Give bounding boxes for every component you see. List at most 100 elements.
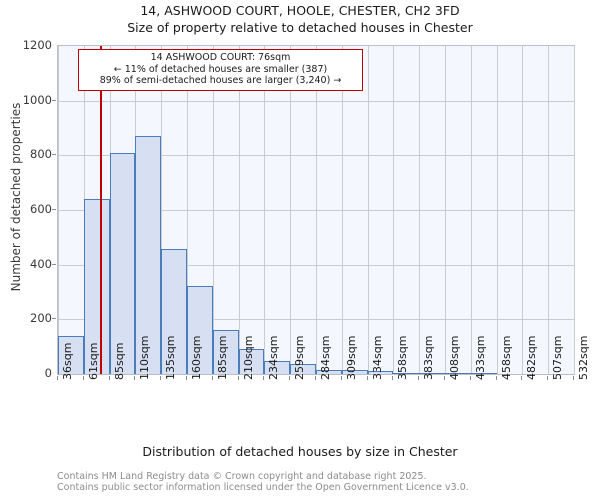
title-block: 14, ASHWOOD COURT, HOOLE, CHESTER, CH2 3… (0, 2, 600, 36)
gridline-vertical (316, 46, 317, 374)
x-tick-label: 160sqm (190, 335, 203, 380)
gridline-vertical (264, 46, 266, 374)
x-tick-label: 36sqm (61, 342, 74, 380)
y-axis: Number of detached properties 0 200 400 600… (0, 0, 56, 500)
x-tick-label: 185sqm (215, 335, 229, 380)
gridline-vertical (187, 46, 188, 374)
x-tick-label: 383sqm (422, 335, 436, 380)
gridline-horizontal (58, 374, 574, 375)
gridline-vertical (341, 46, 343, 374)
gridline-vertical (470, 46, 472, 374)
gridline-vertical (212, 46, 214, 374)
x-tick-mark (392, 376, 394, 380)
x-tick-mark (237, 376, 239, 380)
y-tick-label: 1000 (22, 92, 52, 107)
bar (187, 286, 213, 374)
x-tick-label: 259sqm (293, 335, 307, 380)
plot-area: 14 ASHWOOD COURT: 76sqm ← 11% of detache… (57, 45, 575, 375)
chart-subtitle: Size of property relative to detached ho… (127, 20, 473, 35)
x-tick-mark (469, 376, 471, 380)
gridline-vertical (367, 46, 369, 374)
x-tick-mark (521, 376, 523, 380)
x-tick-mark (366, 376, 368, 380)
x-tick-label: 358sqm (396, 335, 410, 380)
gridline-vertical (393, 46, 395, 374)
bar (393, 372, 420, 374)
x-tick-label: 408sqm (448, 335, 461, 380)
bar (470, 373, 497, 374)
y-tick-mark (52, 154, 56, 156)
x-tick-label: 458sqm (499, 335, 513, 380)
x-tick-mark (340, 376, 342, 380)
x-tick-mark (547, 376, 549, 380)
bar (316, 369, 342, 374)
x-tick-label: 482sqm (525, 335, 539, 380)
x-tick-label: 433sqm (473, 335, 487, 380)
y-tick-mark (52, 209, 56, 210)
gridline-vertical (445, 46, 446, 374)
x-tick-label: 135sqm (164, 335, 178, 380)
footer-line-2: Contains public sector information licen… (57, 482, 469, 493)
x-tick-mark (573, 376, 574, 380)
footer-attribution: Contains HM Land Registry data © Crown c… (57, 471, 597, 493)
annotation-line-2: ← 11% of detached houses are smaller (38… (113, 63, 328, 75)
y-tick-label: 200 (30, 311, 52, 326)
x-tick-label: 61sqm (86, 342, 100, 380)
gridline-vertical (548, 46, 550, 374)
x-tick-mark (186, 376, 187, 380)
gridline-vertical (238, 46, 240, 374)
gridline-vertical (419, 46, 421, 374)
bar (212, 330, 239, 374)
x-tick-mark (108, 376, 110, 380)
x-tick-mark (57, 376, 58, 380)
x-tick-label: 210sqm (241, 335, 255, 380)
gridline-vertical (290, 46, 292, 374)
bar (58, 335, 84, 374)
bar (341, 369, 368, 374)
x-tick-mark (211, 376, 213, 380)
gridline-vertical (574, 46, 575, 374)
x-tick-mark (160, 376, 162, 380)
annotation-line-3: 89% of semi-detached houses are larger (… (99, 75, 342, 86)
y-tick-label: 800 (30, 147, 52, 162)
bar (264, 360, 291, 374)
x-tick-label: 284sqm (319, 335, 332, 380)
y-tick-label: 600 (30, 202, 52, 216)
x-tick-mark (495, 376, 497, 380)
gridline-vertical (161, 46, 163, 374)
x-tick-mark (263, 376, 265, 380)
x-tick-label: 532sqm (577, 335, 590, 380)
x-axis-title: Distribution of detached houses by size … (142, 444, 458, 459)
y-tick-label: 1200 (22, 38, 52, 52)
property-marker-line (99, 46, 102, 374)
bar (419, 373, 445, 374)
y-tick-mark (52, 99, 56, 101)
y-tick-mark (52, 318, 56, 320)
y-tick-label: 0 (44, 366, 52, 380)
gridline-vertical (496, 46, 498, 374)
bar (109, 152, 136, 374)
bar (83, 199, 110, 374)
bar (367, 370, 394, 374)
page-title: 14, ASHWOOD COURT, HOOLE, CHESTER, CH2 3… (140, 3, 460, 18)
x-tick-label: 234sqm (267, 335, 281, 380)
x-tick-label: 507sqm (551, 335, 565, 380)
annotation-callout: 14 ASHWOOD COURT: 76sqm ← 11% of detache… (78, 49, 363, 91)
y-tick-label: 400 (30, 256, 52, 271)
gridline-vertical (58, 46, 59, 374)
annotation-line-1: 14 ASHWOOD COURT: 76sqm (150, 52, 291, 63)
x-tick-mark (444, 376, 445, 380)
y-axis-title: Number of detached properties (9, 102, 23, 292)
y-tick-mark (52, 263, 56, 265)
x-tick-label: 334sqm (370, 335, 384, 380)
bar (445, 373, 471, 374)
gridline-vertical (522, 46, 524, 374)
x-tick-label: 309sqm (344, 335, 358, 380)
x-tick-mark (289, 376, 291, 380)
x-tick-mark (315, 376, 316, 380)
bar (290, 363, 316, 374)
x-tick-label: 110sqm (138, 335, 152, 380)
x-tick-mark (82, 376, 84, 380)
footer-line-1: Contains HM Land Registry data © Crown c… (57, 471, 427, 482)
x-tick-mark (134, 376, 136, 380)
